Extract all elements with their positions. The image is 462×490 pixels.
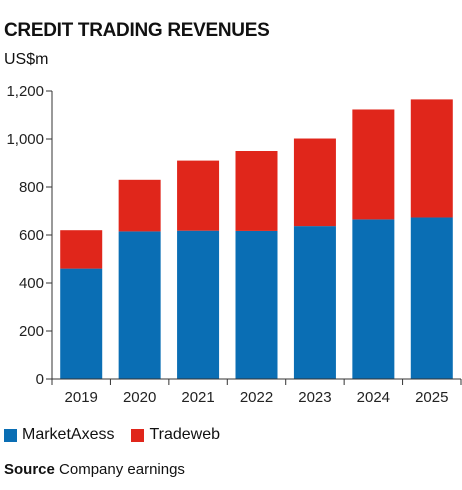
bar-segment-tradeweb-2024 xyxy=(352,109,395,220)
bar-segment-tradeweb-2023 xyxy=(293,138,336,227)
x-tick-label: 2019 xyxy=(65,389,98,406)
bar-segment-tradeweb-2022 xyxy=(235,151,278,231)
y-tick-label: 1,200 xyxy=(6,83,44,100)
x-axis: 2019 2020 2021 2022 2023 2024 2025 xyxy=(51,378,462,406)
bar-segment-tradeweb-2019 xyxy=(60,230,103,269)
y-axis: 0 200 400 600 800 1,000 1,200 xyxy=(6,83,53,388)
legend-swatch-tradeweb xyxy=(131,428,145,442)
bar-segment-marketaxess-2024 xyxy=(352,219,395,379)
bar-segment-marketaxess-2020 xyxy=(118,231,161,379)
x-tick-label: 2020 xyxy=(123,389,156,406)
bars xyxy=(60,99,453,379)
legend-label-marketaxess: MarketAxess xyxy=(22,426,115,443)
legend-item-tradeweb: Tradeweb xyxy=(131,426,220,444)
bar-segment-marketaxess-2021 xyxy=(177,230,220,379)
chart-title: CREDIT TRADING REVENUES xyxy=(4,20,270,41)
legend-item-marketaxess: MarketAxess xyxy=(4,426,114,444)
bar-segment-marketaxess-2019 xyxy=(60,268,103,379)
x-tick-label: 2025 xyxy=(415,389,448,406)
bar-segment-tradeweb-2020 xyxy=(118,179,161,232)
x-tick-label: 2021 xyxy=(181,389,214,406)
bar-segment-tradeweb-2025 xyxy=(410,99,453,218)
bar-segment-marketaxess-2025 xyxy=(410,217,453,379)
legend-swatch-marketaxess xyxy=(4,428,17,442)
y-tick-label: 800 xyxy=(19,179,44,196)
bar-segment-tradeweb-2021 xyxy=(177,160,220,231)
y-tick-label: 1,000 xyxy=(6,131,44,148)
y-tick-label: 400 xyxy=(19,275,44,292)
y-tick-label: 0 xyxy=(36,371,44,388)
legend: MarketAxess Tradeweb xyxy=(4,426,220,444)
bar-segment-marketaxess-2023 xyxy=(293,226,336,379)
y-axis-unit-label: US$m xyxy=(4,51,49,68)
y-tick-label: 600 xyxy=(19,227,44,244)
legend-label-tradeweb: Tradeweb xyxy=(149,426,221,443)
bar-chart: 0 200 400 600 800 1,000 1,200 2019 2020 2021 2022… xyxy=(6,83,462,406)
x-tick-label: 2024 xyxy=(357,389,390,406)
y-tick-label: 200 xyxy=(19,323,44,340)
source-text: Company earnings xyxy=(59,461,185,478)
source-label: Source xyxy=(4,461,55,478)
x-tick-label: 2023 xyxy=(298,389,331,406)
source-note: Source Company earnings xyxy=(4,461,185,478)
bar-segment-marketaxess-2022 xyxy=(235,230,278,379)
x-tick-label: 2022 xyxy=(240,389,273,406)
